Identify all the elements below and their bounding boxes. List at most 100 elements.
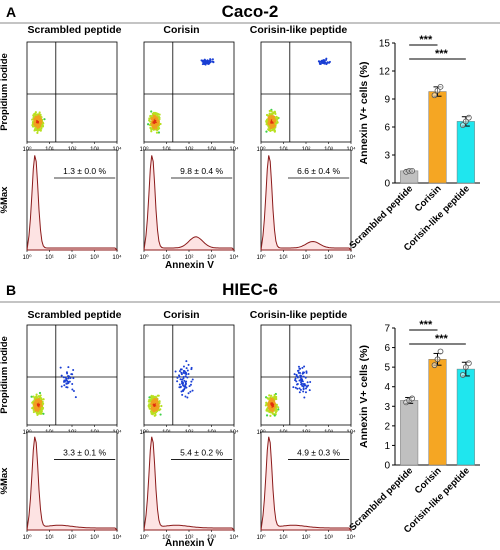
dot-plot-3-event <box>269 117 272 120</box>
dot-plot-1-apoptotic-event <box>60 385 63 388</box>
dot-plot-1-event <box>40 410 43 413</box>
dot-plot-1-apoptotic-event <box>62 376 65 379</box>
dot-plot-1-apoptotic-event <box>71 388 74 391</box>
histogram-2-x-tick-label: 10¹ <box>162 535 171 541</box>
dot-plot-2-event <box>160 404 163 408</box>
bar-chart-caco-2-y-tick-label: 0 <box>384 179 390 190</box>
dot-plot-3-apoptotic-event <box>304 387 307 390</box>
dot-plot-3-apoptotic-event <box>322 62 325 65</box>
dot-plot-1-apoptotic-event <box>67 375 70 378</box>
dot-plot-2-apoptotic-event <box>207 60 210 63</box>
dot-plot-2-apoptotic-event <box>201 60 204 63</box>
dot-plot-3-apoptotic-event <box>303 396 306 399</box>
dot-plot-3-event <box>270 397 273 400</box>
bar-chart-caco-2-bar-3 <box>456 121 475 184</box>
dot-plot-3-event <box>268 408 272 411</box>
dot-plot-3-event <box>268 402 271 406</box>
dot-plot-2-x-tick-label: 10⁰ <box>139 146 149 153</box>
dot-plot-3-event <box>265 414 269 417</box>
histogram-2-x-tick-label: 10¹ <box>162 255 171 261</box>
dot-plot-3-apoptotic-event <box>300 382 303 385</box>
dot-plot-3-apoptotic-event <box>303 371 306 374</box>
dot-plot-3-event <box>269 405 272 408</box>
bar-chart-hiec-6-replicate-point <box>431 362 438 369</box>
dot-plot-1-event <box>38 111 41 114</box>
dot-plot-3-event <box>270 402 273 405</box>
bar-chart-hiec-6-y-tick-label: 0 <box>384 461 390 472</box>
dot-plot-3-apoptotic-event <box>299 378 302 381</box>
dot-plot-2-event <box>149 124 152 127</box>
bar-chart-caco-2-replicate-point <box>431 92 438 99</box>
bar-chart-hiec-6-replicate-point <box>434 356 441 363</box>
dot-plot-2-apoptotic-event <box>178 386 181 389</box>
dot-plot-3-x-tick-label: 10⁴ <box>346 146 356 153</box>
dot-plot-1-event <box>40 408 44 411</box>
dot-plot-1-event <box>34 111 37 114</box>
dot-plot-3-event <box>277 406 280 409</box>
dot-plot-1-event <box>36 401 39 404</box>
dot-plot-3-event <box>275 115 278 118</box>
dot-plot-3-event <box>275 408 278 412</box>
dot-plot-3-apoptotic-event <box>328 60 331 63</box>
dot-plot-1-apoptotic-event <box>59 366 62 369</box>
histogram-3-x-tick-label: 10¹ <box>279 535 288 541</box>
dot-plot-3-event <box>275 404 278 407</box>
histogram-3-curve <box>260 436 353 531</box>
bar-chart-hiec-6-y-tick-label: 6 <box>384 343 390 354</box>
dot-plot-2-apoptotic-event <box>204 63 207 66</box>
dot-plot-3-event <box>269 414 272 417</box>
histogram-2-percent: 9.8 ± 0.4 % <box>180 166 223 176</box>
dot-plot-2-event <box>155 396 158 399</box>
dot-plot-1-event <box>38 391 42 395</box>
hist-y-axis-label: %Max <box>0 467 10 495</box>
dot-plot-2-event <box>146 123 150 126</box>
panel-b-title: HIEC-6 <box>222 280 278 299</box>
dot-plot-3-event <box>270 123 274 126</box>
histogram-1-curve <box>26 436 119 531</box>
dot-plot-2-apoptotic-event <box>188 385 191 388</box>
bar-chart-hiec-6-bar-3 <box>456 368 475 466</box>
dot-plot-2-apoptotic-event <box>182 376 185 379</box>
dot-plot-3-event <box>265 113 269 117</box>
histogram-1-x-tick-label: 10⁰ <box>22 534 32 541</box>
dot-plot-1-event <box>39 120 42 123</box>
histogram-1-percent: 3.3 ± 0.1 % <box>63 447 106 457</box>
bar-chart-caco-2-replicate-point <box>462 118 469 125</box>
dot-plot-3-event <box>265 401 268 404</box>
histogram-2-x-tick-label: 10⁴ <box>229 534 239 541</box>
hist-x-axis-label: Annexin V <box>165 260 214 271</box>
dot-plot-3-apoptotic-event <box>301 366 304 369</box>
histogram-2-frame <box>143 149 235 251</box>
dot-plot-1-event <box>35 396 39 399</box>
dot-plot-1-apoptotic-event <box>71 373 74 376</box>
dot-plot-2-apoptotic-event <box>174 370 177 373</box>
dot-plot-1-apoptotic-event <box>71 383 74 386</box>
dot-plot-3-apoptotic-event <box>299 381 302 384</box>
dot-plot-1-event <box>39 399 42 403</box>
dot-plot-2-event <box>148 117 151 120</box>
dot-plot-2-event <box>158 408 161 412</box>
dot-plot-3-apoptotic-event <box>297 365 300 368</box>
dot-plot-3-apoptotic-event <box>295 375 298 378</box>
hist-y-axis-label: %Max <box>0 186 10 214</box>
dot-plot-1-event <box>41 402 44 405</box>
histogram-3-x-tick-label: 10³ <box>324 535 333 541</box>
dot-plot-3-event <box>275 117 279 120</box>
dot-plot-2-event <box>153 127 156 130</box>
dot-plot-2-apoptotic-event <box>178 370 181 373</box>
dot-plot-2-apoptotic-event <box>181 389 184 392</box>
dot-plot-3-event <box>264 404 267 407</box>
dot-plot-2-x-tick-label: 10⁴ <box>229 146 239 153</box>
dot-plot-1-apoptotic-event <box>67 377 70 380</box>
bar-chart-caco-2-replicate-point <box>434 87 441 94</box>
dot-plot-2-apoptotic-event <box>191 378 194 381</box>
dot-plot-2-event <box>158 117 161 121</box>
dot-plot-3-apoptotic-event <box>296 387 299 390</box>
bar-chart-caco-2-significance-label: *** <box>435 48 449 60</box>
dot-plot-3-apoptotic-event <box>302 387 305 390</box>
dot-plot-2-event <box>154 413 157 417</box>
bar-chart-caco-2-y-tick-label: 15 <box>379 39 391 50</box>
condition-title-1: Scrambled peptide <box>28 309 122 321</box>
histogram-3-percent: 6.6 ± 0.4 % <box>297 166 340 176</box>
dot-plot-2-event <box>158 400 161 403</box>
